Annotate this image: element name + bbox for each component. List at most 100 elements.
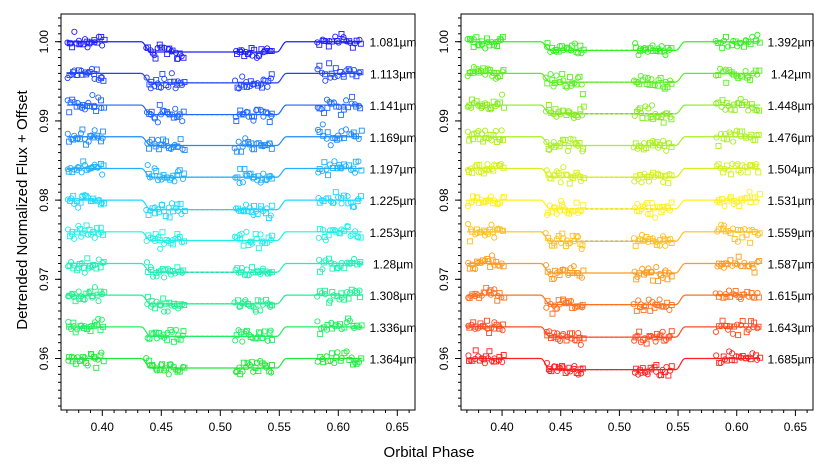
data-point-square	[577, 173, 584, 180]
data-point-circle	[542, 74, 549, 81]
data-point-circle	[666, 77, 674, 84]
light-curve-series: 1.308µm	[65, 284, 416, 315]
data-point-circle	[754, 258, 761, 265]
data-point-square	[568, 330, 575, 337]
data-point-circle	[713, 134, 720, 141]
data-point-square	[77, 103, 84, 110]
model-curve	[66, 199, 362, 211]
data-point-square	[501, 104, 508, 111]
data-point-square	[98, 97, 105, 104]
data-point-circle	[158, 111, 165, 118]
data-point-circle	[464, 203, 472, 210]
data-point-circle	[239, 179, 246, 186]
data-point-square	[357, 234, 364, 241]
data-point-circle	[327, 142, 334, 149]
data-point-square	[650, 115, 657, 122]
data-point-square	[580, 46, 587, 53]
data-point-square	[731, 357, 738, 364]
data-point-square	[466, 137, 473, 144]
data-point-circle	[179, 118, 186, 125]
data-point-square	[328, 38, 335, 45]
data-point-square	[469, 69, 476, 76]
data-point-circle	[94, 164, 101, 171]
data-point-circle	[564, 299, 571, 306]
left-panel: 0.40 0.45 0.50 0.55 0.60 0.65 0.96 0.97 0.98 0.99…	[37, 13, 417, 434]
data-point-square	[159, 229, 166, 236]
data-point-circle	[543, 138, 550, 146]
wavelength-label: 1.197µm	[370, 162, 417, 176]
data-point-square	[251, 174, 257, 181]
data-point-circle	[547, 301, 554, 308]
data-point-square	[501, 193, 508, 200]
data-point-square	[496, 199, 503, 206]
data-point-square	[757, 354, 764, 361]
data-point-circle	[179, 301, 186, 308]
data-point-square	[668, 273, 675, 280]
data-point-circle	[753, 161, 760, 168]
data-point-circle	[319, 226, 327, 233]
data-point-square	[83, 222, 90, 229]
data-point-circle	[482, 45, 489, 52]
data-point-circle	[737, 195, 744, 202]
data-point-square	[98, 138, 104, 145]
wavelength-label: 1.253µm	[370, 226, 417, 240]
data-point-square	[234, 174, 241, 181]
data-point-square	[148, 108, 155, 115]
data-point-square	[70, 192, 77, 199]
data-point-square	[164, 337, 171, 344]
y-tick-label: 0.99	[37, 109, 51, 133]
wavelength-label: 1.081µm	[370, 36, 417, 50]
data-point-square	[169, 241, 176, 248]
data-point-square	[664, 44, 671, 51]
data-point-square	[647, 307, 654, 314]
data-point-square	[579, 301, 586, 308]
wavelength-label: 1.615µm	[768, 289, 815, 303]
data-point-square	[152, 55, 159, 62]
data-point-circle	[164, 308, 171, 315]
data-point-circle	[340, 34, 347, 41]
data-point-circle	[165, 371, 172, 378]
data-point-circle	[712, 290, 719, 297]
data-point-circle	[343, 319, 350, 326]
data-point-circle	[169, 237, 176, 244]
data-point-circle	[347, 260, 354, 267]
data-point-square	[76, 41, 83, 48]
data-point-circle	[335, 194, 342, 201]
data-point-circle	[171, 270, 179, 277]
data-point-circle	[578, 208, 585, 215]
x-tick-label: 0.65	[784, 420, 808, 434]
data-point-circle	[331, 74, 338, 81]
data-point-circle	[560, 266, 567, 273]
data-point-square	[93, 364, 100, 371]
data-point-square	[483, 353, 489, 360]
data-point-circle	[749, 293, 756, 301]
data-point-circle	[323, 135, 330, 142]
data-point-circle	[645, 141, 652, 148]
data-point-circle	[721, 203, 728, 210]
data-point-circle	[232, 77, 239, 84]
data-point-square	[723, 293, 730, 300]
data-point-square	[569, 305, 576, 311]
data-point-square	[269, 337, 275, 343]
data-point-square	[573, 370, 580, 376]
data-point-square	[573, 141, 580, 148]
data-point-circle	[174, 112, 182, 119]
x-axis-label: Orbital Phase	[384, 444, 475, 461]
data-point-circle	[356, 287, 363, 294]
model-curve	[466, 199, 761, 210]
data-point-square	[490, 167, 497, 174]
data-point-square	[268, 202, 275, 209]
model-curve	[466, 104, 761, 115]
data-point-circle	[319, 121, 326, 128]
data-point-circle	[331, 158, 338, 165]
data-point-square	[349, 93, 356, 100]
data-point-square	[577, 42, 584, 49]
data-point-circle	[659, 328, 666, 335]
data-point-square	[338, 290, 345, 297]
data-point-square	[180, 54, 187, 61]
data-point-square	[237, 165, 244, 172]
model-curve	[66, 357, 362, 369]
data-point-circle	[243, 228, 250, 235]
data-point-circle	[554, 305, 561, 312]
data-point-square	[558, 332, 565, 339]
